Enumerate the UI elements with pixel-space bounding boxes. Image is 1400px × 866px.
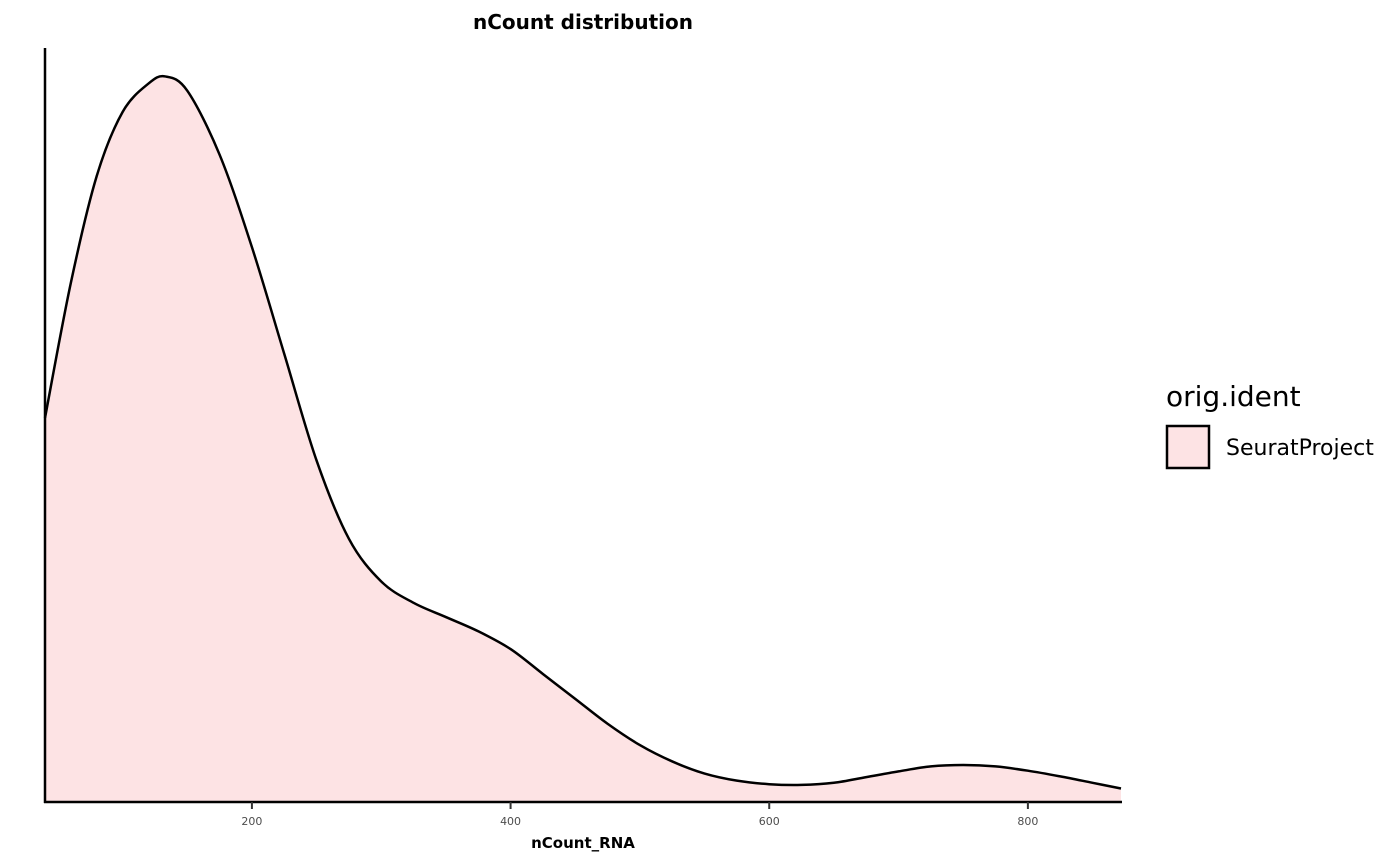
x-axis-title: nCount_RNA	[531, 834, 635, 852]
x-axis-ticks: 200 400 600 800	[241, 802, 1038, 828]
density-area-seuratproject	[45, 76, 1121, 802]
x-tick-label-800: 800	[1017, 815, 1038, 828]
legend: orig.ident SeuratProject	[1165, 380, 1374, 470]
plot-area	[43, 74, 1122, 802]
legend-title: orig.ident	[1166, 380, 1301, 413]
chart-title: nCount distribution	[473, 10, 693, 34]
legend-label-seuratproject: SeuratProject	[1226, 436, 1374, 461]
x-tick-label-400: 400	[500, 815, 521, 828]
density-line-seuratproject	[43, 74, 1122, 790]
x-tick-label-600: 600	[759, 815, 780, 828]
legend-key-seuratproject	[1165, 424, 1211, 470]
x-tick-label-200: 200	[241, 815, 262, 828]
